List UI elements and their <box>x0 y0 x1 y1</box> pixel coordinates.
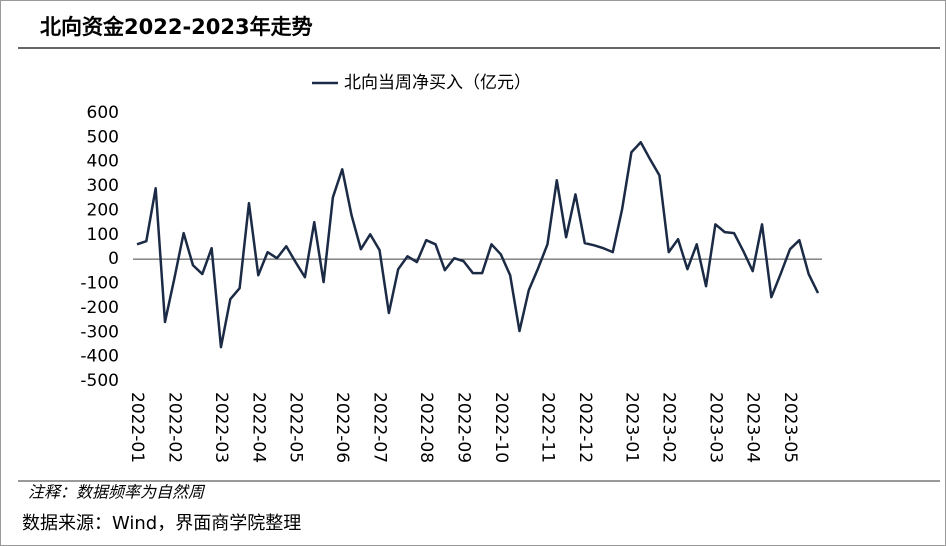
note: 注释：数据频率为自然周 <box>28 483 206 502</box>
y-tick-label: -300 <box>80 322 119 342</box>
legend-label: 北向当周净买入（亿元） <box>344 73 531 93</box>
y-tick-label: 400 <box>87 152 119 172</box>
x-tick-label: 2022-01 <box>127 392 147 463</box>
y-tick-label: -100 <box>80 274 119 294</box>
x-tick-label: 2022-12 <box>575 392 595 463</box>
line-series <box>136 140 820 349</box>
x-tick-label: 2022-11 <box>537 392 557 463</box>
y-tick-label: -400 <box>80 347 119 367</box>
x-tick-label: 2022-06 <box>332 392 352 463</box>
x-tick-label: 2023-05 <box>780 392 800 463</box>
y-tick-label: 0 <box>108 249 119 269</box>
y-tick-label: 200 <box>87 200 119 220</box>
x-tick-label: 2022-05 <box>286 392 306 463</box>
x-tick-label: 2023-04 <box>743 392 763 463</box>
source: 数据来源：Wind，界面商学院整理 <box>22 513 301 534</box>
y-tick-label: 300 <box>87 176 119 196</box>
x-tick-label: 2023-02 <box>659 392 679 463</box>
chart-title: 北向资金2022-2023年走势 <box>40 15 313 39</box>
y-tick-label: 500 <box>87 127 119 147</box>
y-tick-label: -200 <box>80 298 119 318</box>
x-tick-label: 2022-07 <box>370 392 390 463</box>
x-tick-label: 2022-10 <box>491 392 511 463</box>
x-tick-label: 2022-03 <box>211 392 231 463</box>
y-tick-label: -500 <box>80 371 119 391</box>
y-tick-label: 100 <box>87 225 119 245</box>
x-tick-label: 2022-02 <box>164 392 184 463</box>
x-tick-label: 2022-09 <box>454 392 474 463</box>
y-tick-label: 600 <box>87 103 119 123</box>
x-tick-label: 2023-03 <box>705 392 725 463</box>
x-tick-label: 2023-01 <box>621 392 641 463</box>
x-tick-label: 2022-08 <box>416 392 436 463</box>
x-tick-label: 2022-04 <box>248 392 268 463</box>
